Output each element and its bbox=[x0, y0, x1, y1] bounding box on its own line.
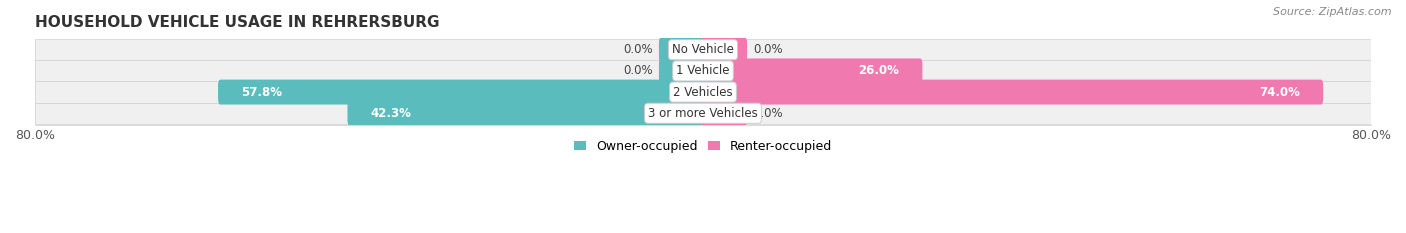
Legend: Owner-occupied, Renter-occupied: Owner-occupied, Renter-occupied bbox=[568, 135, 838, 158]
Text: No Vehicle: No Vehicle bbox=[672, 43, 734, 56]
Text: 3 or more Vehicles: 3 or more Vehicles bbox=[648, 107, 758, 120]
Text: Source: ZipAtlas.com: Source: ZipAtlas.com bbox=[1274, 7, 1392, 17]
FancyBboxPatch shape bbox=[35, 60, 1371, 82]
Text: 57.8%: 57.8% bbox=[242, 86, 283, 99]
FancyBboxPatch shape bbox=[35, 103, 1371, 124]
Text: 0.0%: 0.0% bbox=[623, 64, 652, 77]
Text: 0.0%: 0.0% bbox=[754, 43, 783, 56]
Text: 74.0%: 74.0% bbox=[1260, 86, 1301, 99]
FancyBboxPatch shape bbox=[700, 58, 922, 83]
Text: HOUSEHOLD VEHICLE USAGE IN REHRERSBURG: HOUSEHOLD VEHICLE USAGE IN REHRERSBURG bbox=[35, 15, 440, 30]
Text: 42.3%: 42.3% bbox=[371, 107, 412, 120]
FancyBboxPatch shape bbox=[218, 80, 706, 105]
FancyBboxPatch shape bbox=[700, 101, 747, 126]
FancyBboxPatch shape bbox=[700, 80, 1323, 105]
FancyBboxPatch shape bbox=[659, 58, 706, 83]
FancyBboxPatch shape bbox=[659, 37, 706, 62]
FancyBboxPatch shape bbox=[700, 37, 747, 62]
Text: 2 Vehicles: 2 Vehicles bbox=[673, 86, 733, 99]
Text: 26.0%: 26.0% bbox=[858, 64, 900, 77]
Text: 0.0%: 0.0% bbox=[623, 43, 652, 56]
FancyBboxPatch shape bbox=[35, 82, 1371, 103]
FancyBboxPatch shape bbox=[347, 101, 706, 126]
Text: 0.0%: 0.0% bbox=[754, 107, 783, 120]
FancyBboxPatch shape bbox=[35, 39, 1371, 60]
Text: 1 Vehicle: 1 Vehicle bbox=[676, 64, 730, 77]
